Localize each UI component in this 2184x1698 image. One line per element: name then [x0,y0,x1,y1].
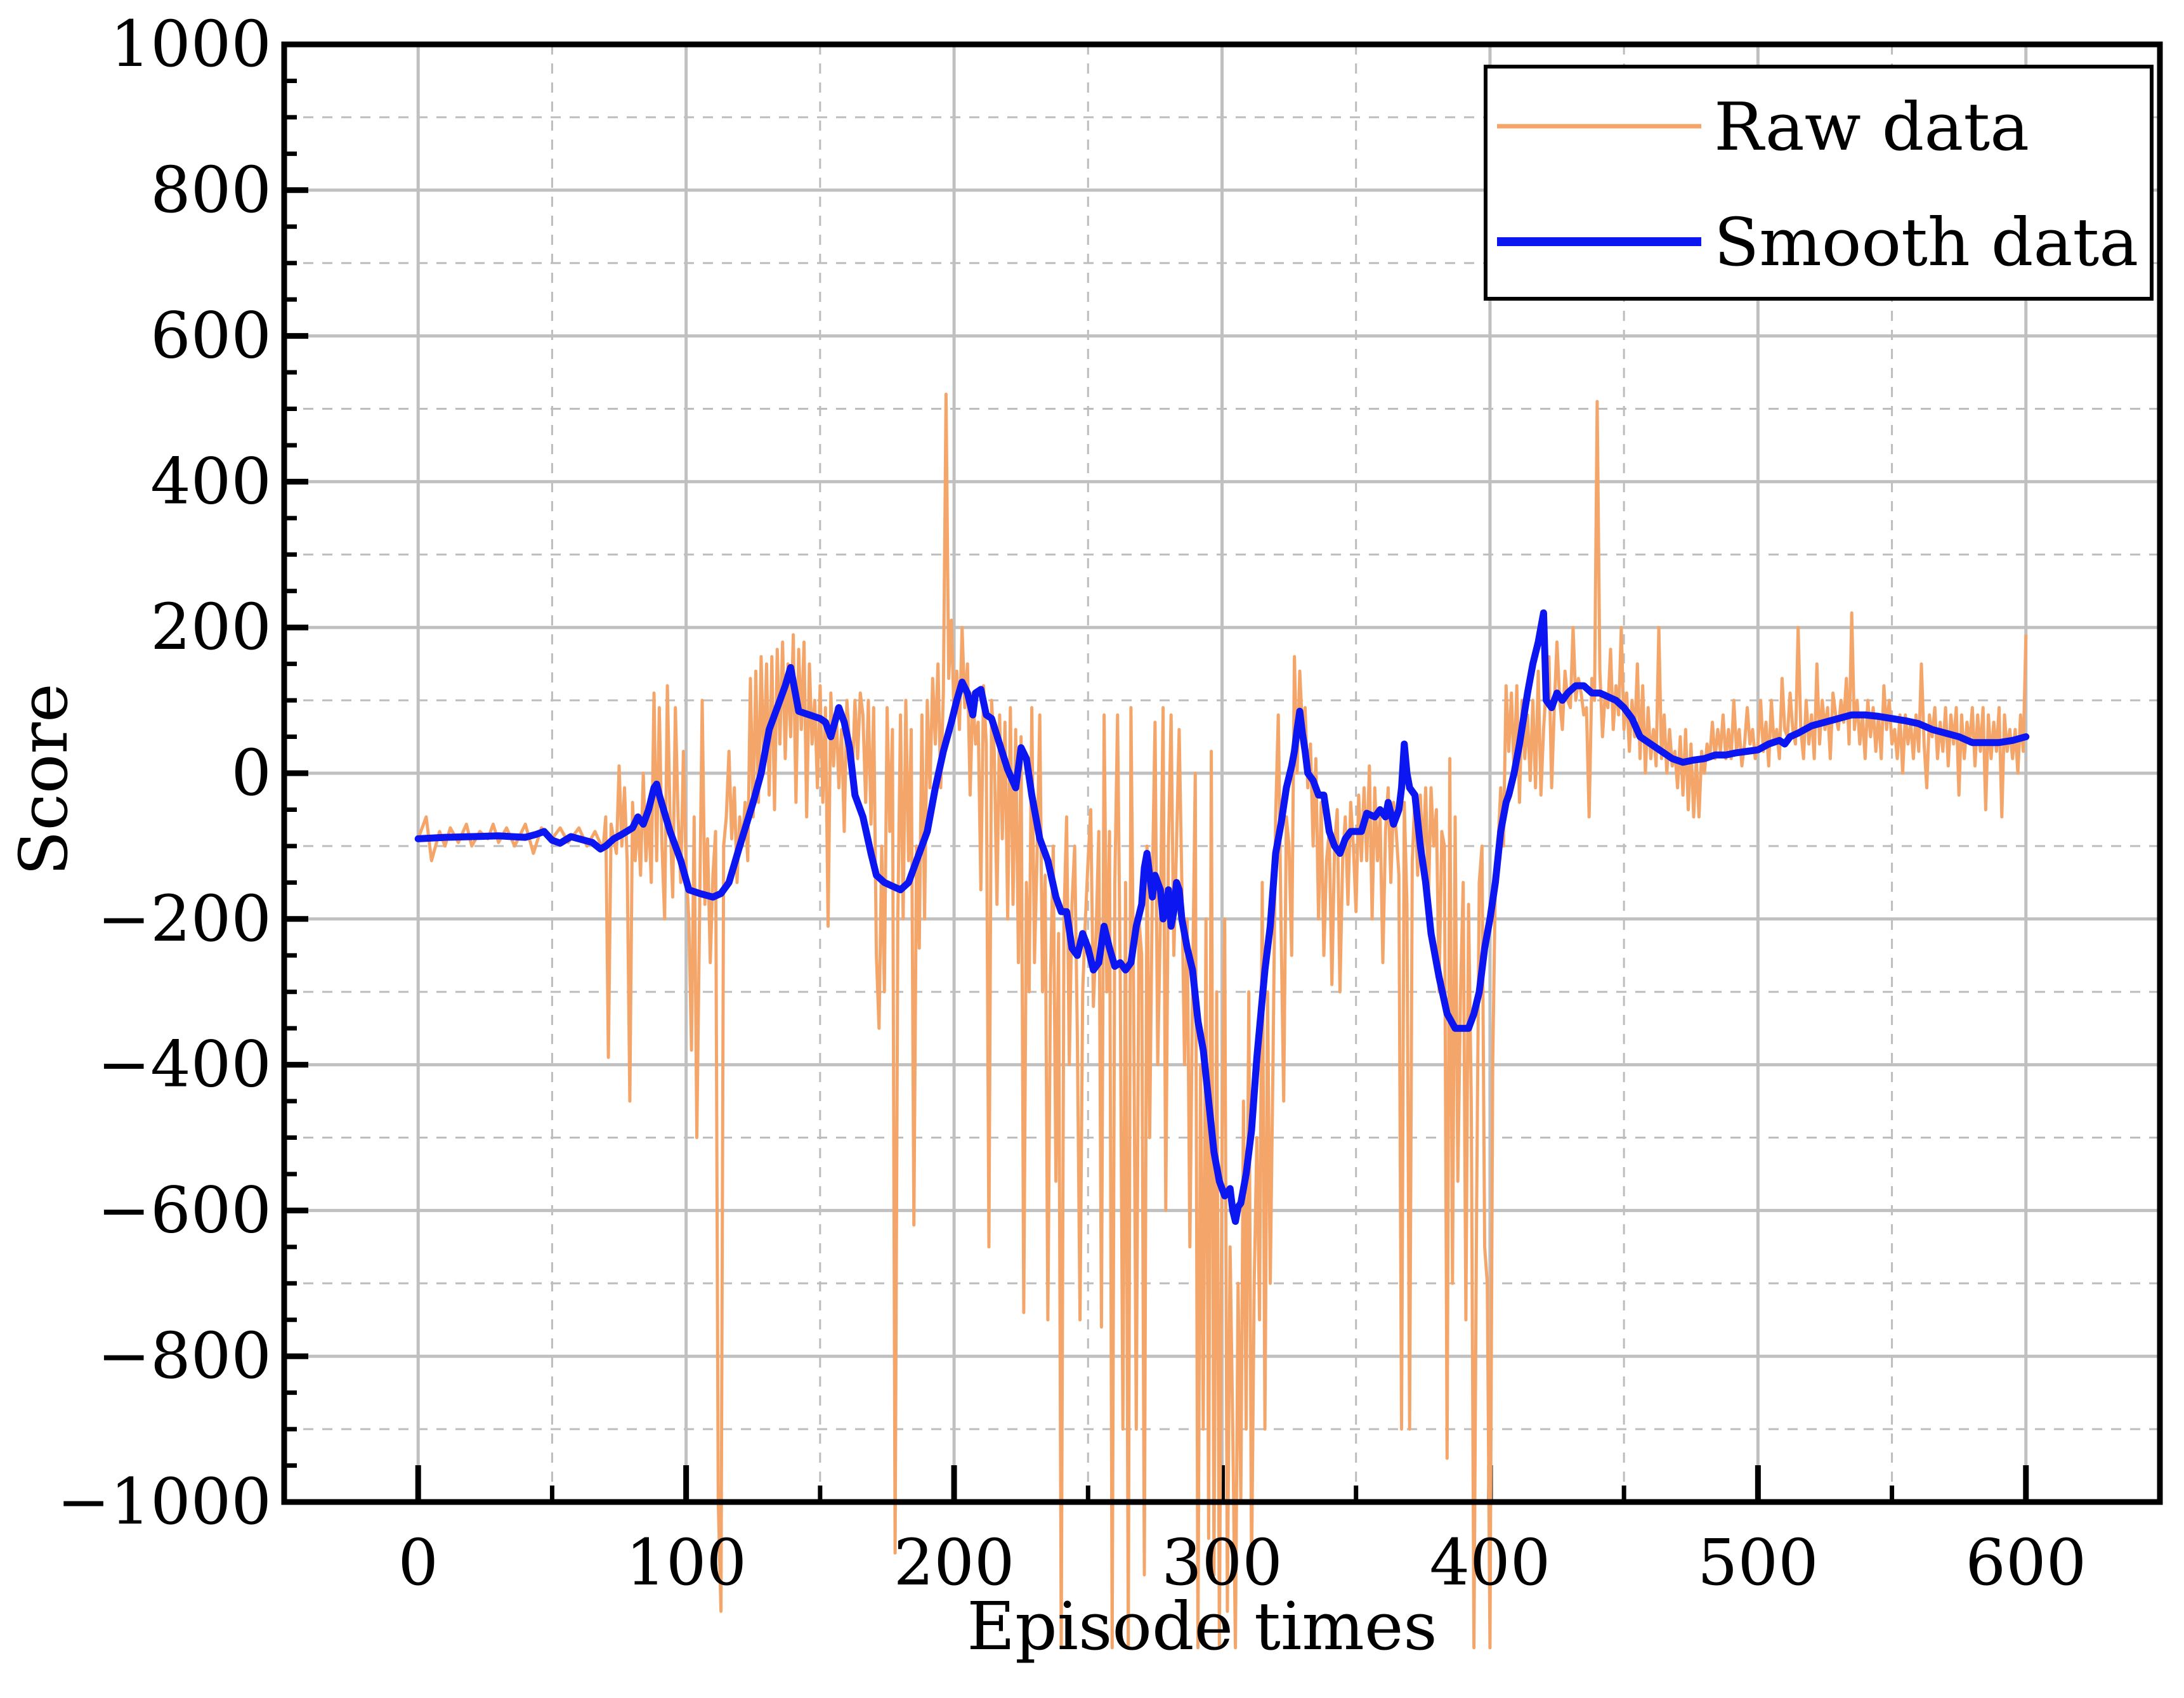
series-group [414,393,2030,1650]
x-tick-label: 100 [625,1525,747,1600]
tick-labels: 0 100 200 300 400 500 600 −1000 −800 −600 −400 −200… [57,7,2087,1600]
series-smooth-data-line [414,609,2030,1225]
plot-frame [281,41,2163,1505]
legend: Raw data Smooth data [1484,65,2154,301]
y-tick-label: 800 [150,153,271,227]
x-tick-label: 300 [1161,1525,1283,1600]
y-tick-label: 0 [231,736,271,810]
y-tick-label: −800 [97,1319,271,1393]
y-tick-label: −1000 [57,1465,271,1539]
legend-label-raw-data: Raw data [1714,88,2029,166]
x-tick-label: 500 [1697,1525,1819,1600]
y-tick-label: 400 [150,444,271,518]
y-tick-label: −200 [97,882,271,956]
legend-box [1484,65,2154,301]
legend-label-smooth-data: Smooth data [1714,204,2138,281]
x-tick-label: 200 [894,1525,1015,1600]
x-tick-label: 0 [398,1525,438,1600]
x-tick-label: 600 [1965,1525,2086,1600]
x-axis-title: Episode times [967,1588,1437,1665]
y-tick-label: 1000 [110,7,272,81]
y-axis-title: Score [5,683,82,875]
y-tick-label: −400 [97,1028,271,1102]
y-tick-label: 200 [150,590,271,664]
y-tick-label: −600 [97,1173,271,1247]
series-raw-data-line [416,393,2028,1650]
y-tick-label: 600 [150,299,271,373]
x-tick-label: 400 [1429,1525,1550,1600]
